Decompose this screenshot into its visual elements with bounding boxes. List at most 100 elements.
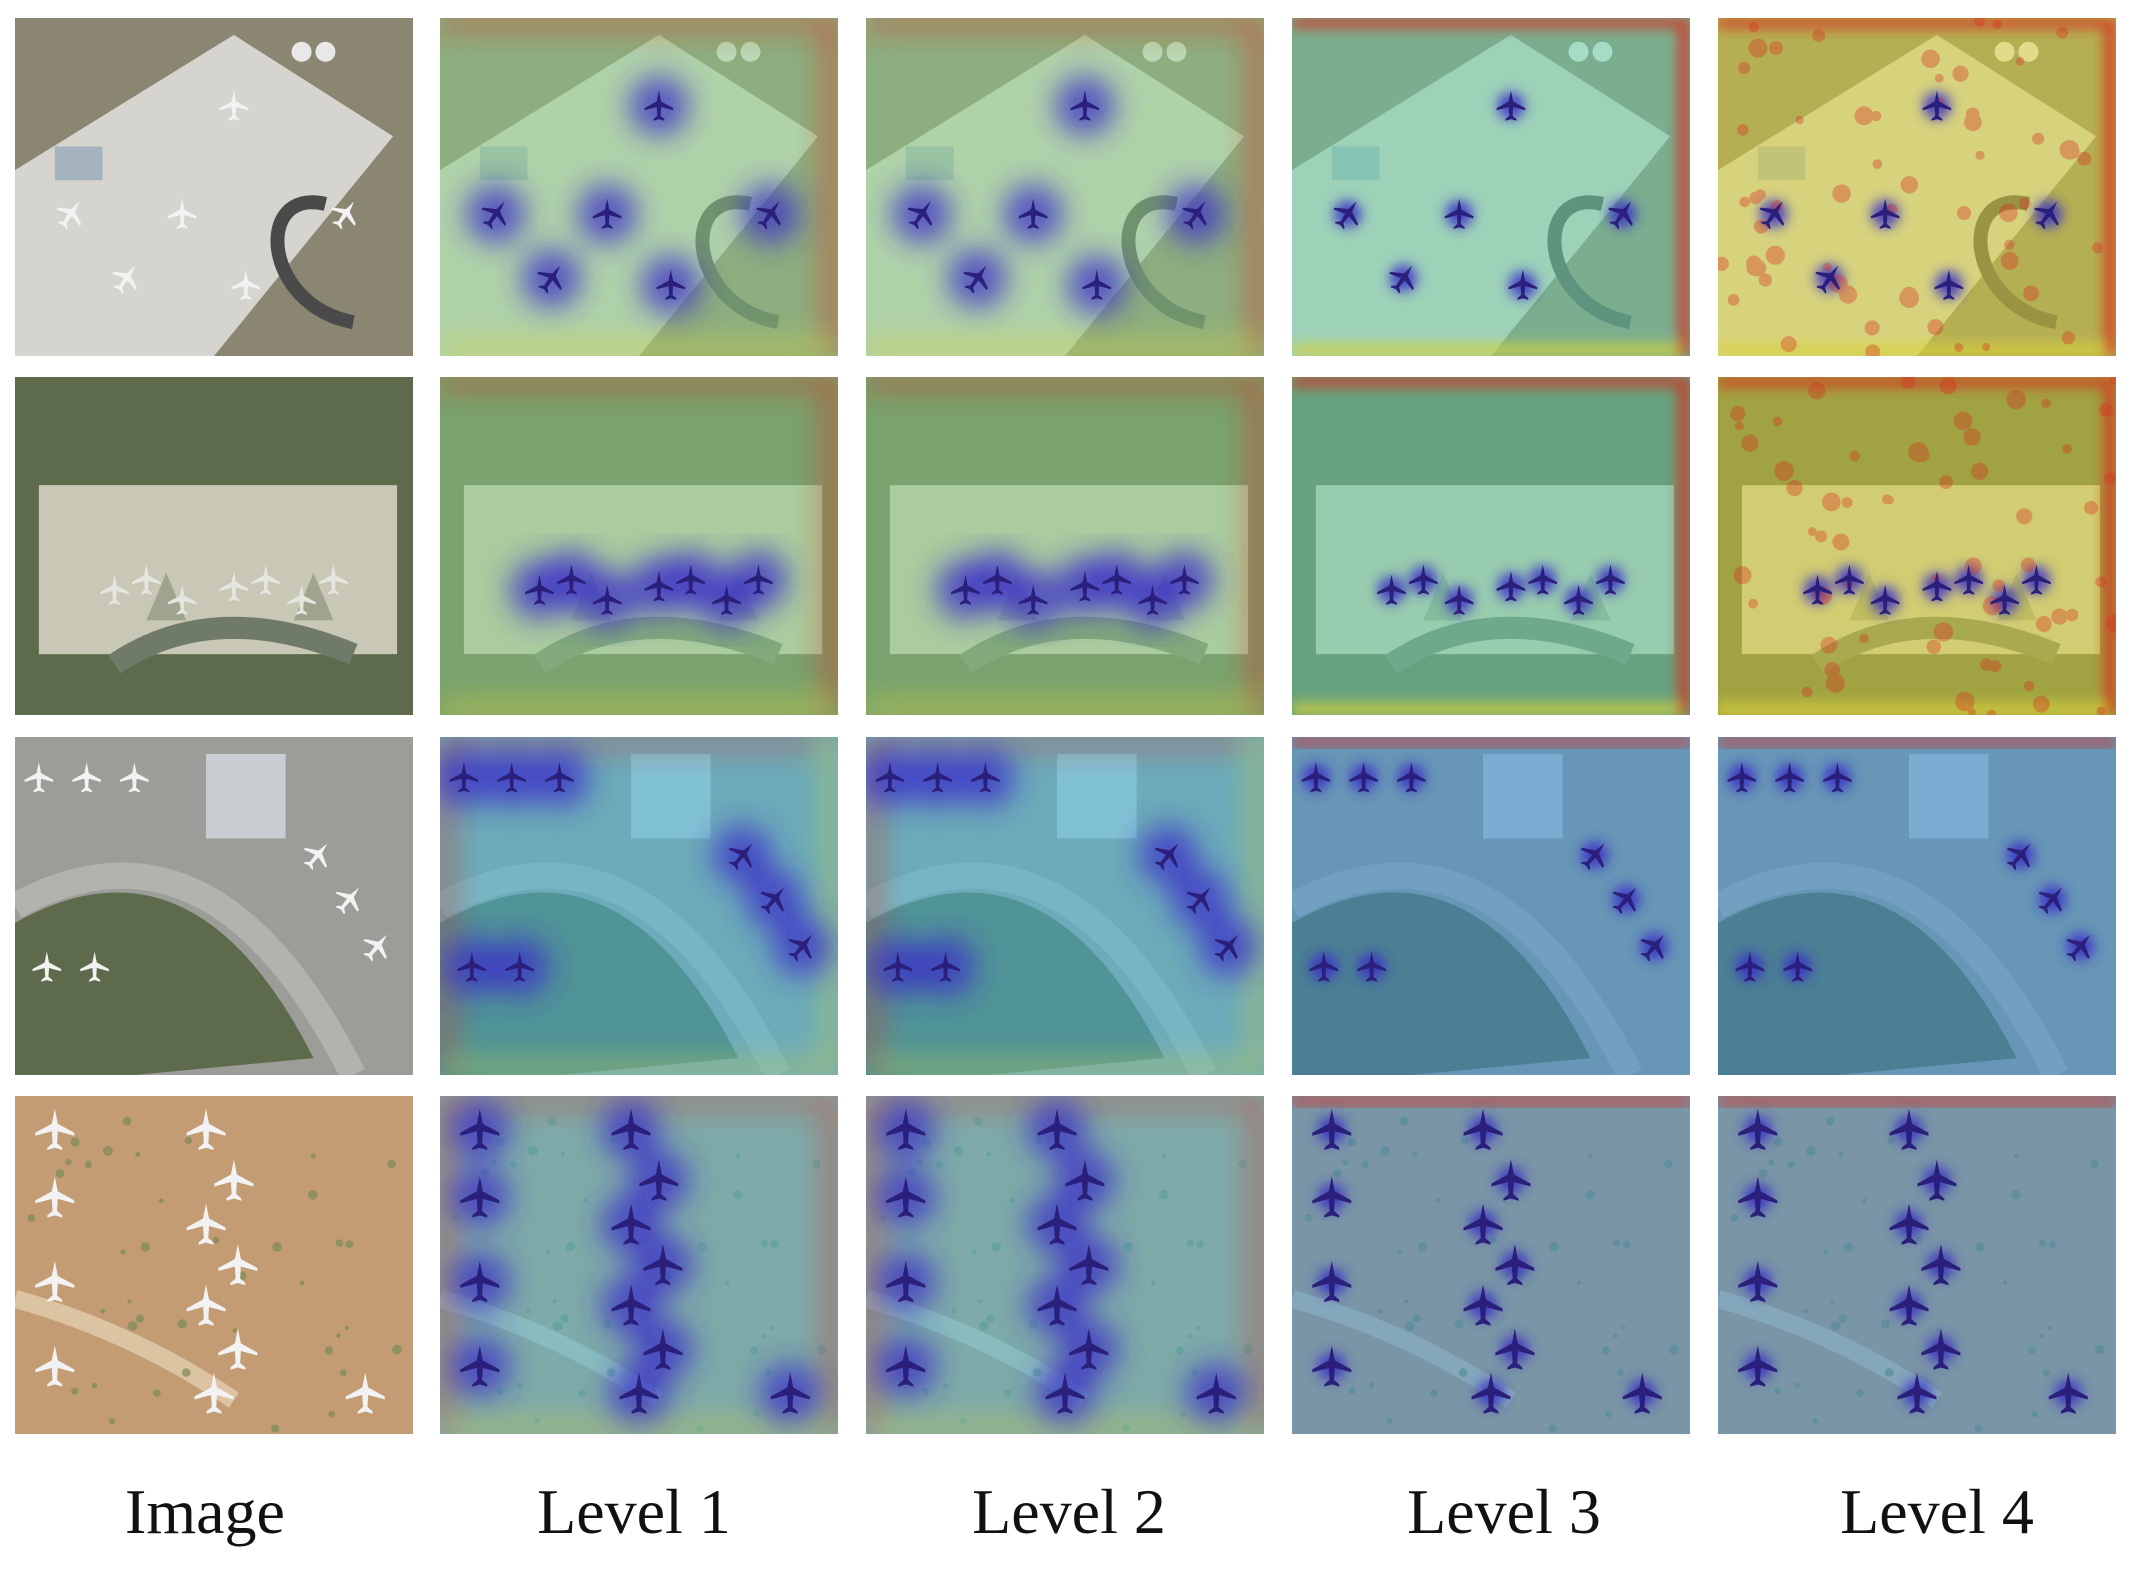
aircraft [1528, 564, 1558, 595]
aircraft [72, 762, 101, 793]
aircraft [481, 201, 507, 230]
aircraft [1738, 1260, 1778, 1303]
aircraft [460, 1345, 500, 1387]
aircraft [1580, 843, 1605, 871]
aircraft [363, 934, 388, 962]
aircraft [1214, 934, 1239, 962]
aircraft [1170, 564, 1199, 595]
aircraft [1018, 198, 1048, 229]
column-label-image: Image [125, 1476, 285, 1547]
column-label-level-1: Level 1 [537, 1476, 731, 1547]
aircraft [1037, 1203, 1077, 1245]
aircraft [537, 265, 562, 294]
aircraft [1823, 762, 1852, 793]
aircraft [886, 1176, 926, 1218]
aircraft [644, 90, 674, 121]
aircraft [167, 198, 197, 229]
aircraft [1082, 269, 1112, 300]
aircraft [1309, 951, 1339, 982]
aircraft [1070, 90, 1100, 121]
aircraft [557, 564, 586, 595]
aircraft [619, 1372, 659, 1414]
aircraft [1921, 1328, 1961, 1370]
aircraft [186, 1203, 226, 1245]
aircraft [886, 1108, 926, 1151]
aircraft [80, 951, 109, 982]
aircraft [1612, 887, 1637, 915]
aircraft [728, 843, 753, 871]
aerial-image-row-2 [15, 377, 413, 715]
aircraft [525, 574, 554, 605]
attention-heatmap-row-3-level-3 [1292, 737, 1690, 1075]
aircraft [1312, 1345, 1352, 1387]
aircraft [1444, 198, 1474, 229]
aircraft [35, 1260, 75, 1303]
aircraft [1154, 843, 1179, 871]
aircraft [545, 762, 574, 793]
aircraft [460, 1108, 500, 1151]
aircraft [1640, 934, 1665, 962]
aircraft [112, 265, 137, 294]
aircraft [1182, 201, 1207, 230]
aircraft [1471, 1372, 1511, 1414]
aircraft [2038, 887, 2063, 915]
attention-heatmap-row-3-level-2 [866, 737, 1264, 1075]
aircraft [611, 1284, 651, 1326]
aircraft [1921, 1244, 1961, 1286]
aircraft [194, 1372, 234, 1414]
aircraft [1889, 1284, 1929, 1326]
aircraft [186, 1108, 226, 1151]
attention-heatmap-row-1-level-2 [866, 18, 1264, 356]
aircraft [1622, 1372, 1662, 1414]
aircraft [1496, 90, 1526, 121]
attention-heatmap-row-1-level-3 [1292, 18, 1690, 356]
aircraft [611, 1203, 651, 1245]
aircraft [931, 951, 960, 982]
aircraft [1463, 1284, 1503, 1326]
aircraft [1444, 584, 1474, 615]
aircraft [639, 1159, 679, 1201]
aerial-image-row-1 [15, 18, 413, 356]
attention-heatmap-row-2-level-2 [866, 377, 1264, 715]
aircraft [1889, 1108, 1929, 1151]
column-label-level-4: Level 4 [1840, 1476, 2034, 1547]
aircraft [35, 1176, 75, 1218]
aircraft [1735, 951, 1765, 982]
attention-heatmap-row-3-level-1 [440, 737, 838, 1075]
aircraft [643, 1328, 683, 1370]
aircraft [1922, 571, 1952, 602]
aircraft [923, 762, 952, 793]
aircraft [592, 584, 622, 615]
aircraft [2034, 201, 2059, 230]
aircraft [505, 951, 534, 982]
aircraft [56, 201, 82, 230]
aircraft [760, 887, 785, 915]
aircraft [32, 951, 62, 982]
aircraft [1990, 584, 2019, 615]
aircraft [1196, 1372, 1236, 1414]
aircraft [1357, 951, 1386, 982]
attention-heatmap-row-3-level-4 [1718, 737, 2116, 1075]
aircraft [1301, 762, 1331, 793]
attention-heatmap-row-1-level-1 [440, 18, 838, 356]
column-label-level-2: Level 2 [972, 1476, 1166, 1547]
aircraft [611, 1108, 651, 1151]
aircraft [1389, 265, 1414, 294]
aircraft [1496, 571, 1526, 602]
aircraft [1775, 762, 1804, 793]
aircraft [875, 762, 905, 793]
aircraft [770, 1372, 810, 1414]
aircraft [287, 584, 316, 615]
aircraft [907, 201, 933, 230]
aircraft [1870, 198, 1900, 229]
aircraft [231, 269, 261, 300]
aircraft [883, 951, 913, 982]
aircraft [335, 887, 360, 915]
aircraft [1069, 1244, 1109, 1286]
aircraft [1759, 201, 1785, 230]
aircraft [1333, 201, 1359, 230]
aircraft [1727, 762, 1757, 793]
aircraft [132, 564, 161, 595]
aircraft [1738, 1108, 1778, 1151]
aircraft [460, 1176, 500, 1218]
